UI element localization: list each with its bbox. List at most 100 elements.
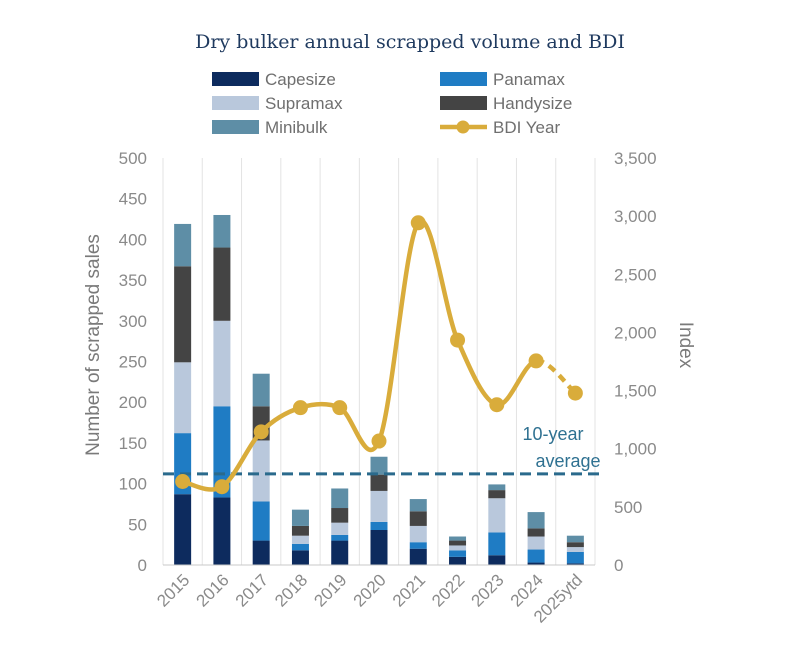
bar-handysize — [291, 525, 309, 536]
bar-capesize — [449, 556, 467, 565]
bar-supramax — [566, 547, 584, 552]
bar-handysize — [488, 490, 506, 499]
y-tick-label: 350 — [119, 271, 147, 290]
x-tick-label: 2016 — [193, 570, 233, 610]
bar-supramax — [331, 522, 349, 535]
bar-handysize — [331, 508, 349, 523]
bar-minibulk — [409, 499, 427, 512]
bar-panamax — [527, 549, 545, 563]
y-tick-label: 500 — [119, 149, 147, 168]
legend-label: Minibulk — [265, 118, 328, 137]
bar-capesize — [527, 562, 545, 565]
bar-handysize — [213, 247, 231, 321]
bar-handysize — [566, 542, 584, 548]
bar-panamax — [488, 532, 506, 556]
legend-swatch — [212, 120, 259, 134]
bdi-point — [489, 397, 505, 413]
bar-minibulk — [527, 512, 545, 529]
x-tick-label: 2019 — [310, 570, 350, 610]
bar-panamax — [370, 521, 388, 530]
y-tick-label: 450 — [119, 190, 147, 209]
bar-supramax — [449, 545, 467, 551]
bdi-point — [410, 215, 426, 231]
legend-swatch — [212, 72, 259, 86]
x-tick-label: 2017 — [232, 570, 272, 610]
y-axis-label: Number of scrapped sales — [83, 234, 104, 456]
bar-panamax — [331, 534, 349, 541]
legend-swatch — [212, 96, 259, 110]
legend-swatch — [440, 72, 487, 86]
bar-minibulk — [252, 373, 270, 407]
bar-supramax — [213, 320, 231, 407]
bdi-point — [567, 385, 583, 401]
y-tick-label: 250 — [119, 353, 147, 372]
legend-label: Panamax — [493, 70, 565, 89]
y2-tick-label: 3,500 — [614, 149, 657, 168]
x-tick-label: 2020 — [350, 570, 390, 610]
y2-tick-label: 1,000 — [614, 440, 657, 459]
bar-capesize — [566, 563, 584, 565]
x-tick-label: 2015 — [153, 570, 193, 610]
y2-tick-label: 1,500 — [614, 382, 657, 401]
x-axis: 2015 2016 2017 2018 2019 2020 2021 2022 2023 2024… — [153, 564, 595, 627]
bar-supramax — [370, 490, 388, 522]
y2-tick-label: 3,000 — [614, 207, 657, 226]
x-tick-label: 2018 — [271, 570, 311, 610]
bar-minibulk — [331, 488, 349, 509]
bdi-point — [528, 353, 544, 369]
y2-tick-label: 2,000 — [614, 323, 657, 342]
bars — [174, 214, 584, 565]
bar-handysize — [449, 540, 467, 546]
average-label: average — [535, 451, 600, 471]
y2-tick-label: 500 — [614, 498, 642, 517]
y2-tick-label: 2,500 — [614, 265, 657, 284]
bdi-point — [292, 400, 308, 416]
average-label: 10-year — [522, 424, 583, 444]
bar-minibulk — [370, 456, 388, 475]
y-axis-right: 0 500 1,000 1,500 2,000 2,500 3,000 3,500 — [614, 149, 657, 575]
bar-capesize — [174, 494, 192, 565]
y2-tick-label: 0 — [614, 556, 623, 575]
y-tick-label: 400 — [119, 230, 147, 249]
legend-label: Supramax — [265, 94, 343, 113]
x-tick-label: 2021 — [389, 570, 429, 610]
bar-minibulk — [449, 536, 467, 541]
bar-supramax — [291, 535, 309, 544]
bar-supramax — [252, 440, 270, 502]
bar-handysize — [370, 474, 388, 491]
bdi-line — [175, 215, 583, 495]
bar-panamax — [566, 551, 584, 564]
bar-capesize — [488, 555, 506, 565]
bar-panamax — [409, 542, 427, 549]
legend-label: BDI Year — [493, 118, 560, 137]
y-tick-label: 200 — [119, 393, 147, 412]
y-tick-label: 50 — [128, 515, 147, 534]
bar-supramax — [527, 536, 545, 550]
bar-supramax — [409, 525, 427, 543]
legend-swatch-marker — [456, 120, 470, 134]
x-tick-label: 2022 — [428, 570, 468, 610]
x-tick-label: 2023 — [467, 570, 507, 610]
y2-axis-label: Index — [675, 322, 696, 369]
bar-panamax — [252, 501, 270, 541]
bar-capesize — [291, 550, 309, 565]
bar-minibulk — [174, 223, 192, 267]
y-tick-label: 150 — [119, 434, 147, 453]
bar-capesize — [409, 548, 427, 565]
bar-capesize — [252, 540, 270, 565]
bar-minibulk — [566, 535, 584, 543]
bar-minibulk — [213, 214, 231, 248]
bdi-point — [371, 433, 387, 449]
grid — [162, 158, 596, 565]
bdi-point — [214, 479, 230, 495]
bar-capesize — [331, 540, 349, 565]
legend: Capesize Panamax Supramax Handysize Minibulk… — [212, 70, 572, 137]
y-tick-label: 300 — [119, 312, 147, 331]
chart-title: Dry bulker annual scrapped volume and BD… — [195, 31, 625, 53]
bar-supramax — [174, 362, 192, 434]
bar-handysize — [409, 511, 427, 526]
legend-swatch — [440, 96, 487, 110]
legend-label: Capesize — [265, 70, 336, 89]
bar-capesize — [370, 529, 388, 565]
